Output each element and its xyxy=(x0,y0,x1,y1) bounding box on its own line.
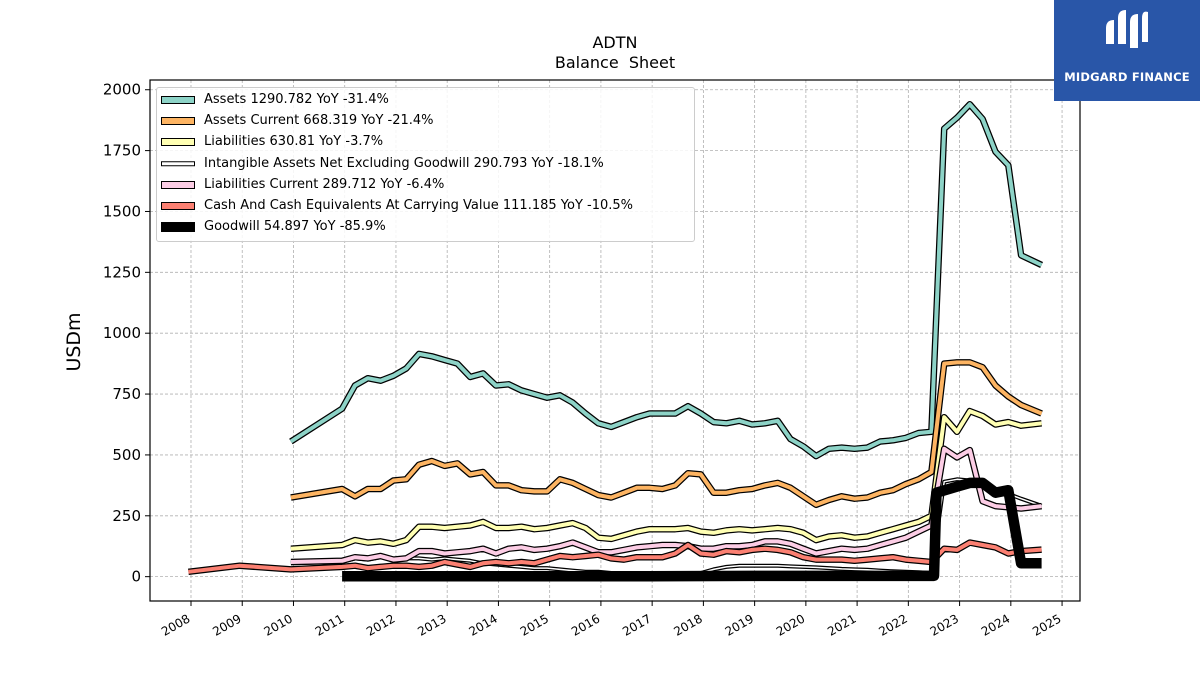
series-assets-current xyxy=(290,359,1043,509)
series-outline xyxy=(342,477,1042,582)
y-tick-label: 2000 xyxy=(103,81,141,99)
midgard-finance-logo: MIDGARD FINANCE xyxy=(1054,0,1200,101)
y-tick-label: 250 xyxy=(112,507,141,525)
x-tick-label: 2019 xyxy=(723,611,756,638)
logo-brand-text: MIDGARD FINANCE xyxy=(1064,70,1190,84)
legend-swatch xyxy=(161,138,195,147)
x-tick-label: 2008 xyxy=(159,611,192,638)
series-line xyxy=(188,540,1042,574)
y-tick-label: 1000 xyxy=(103,324,141,342)
x-tick-label: 2009 xyxy=(210,611,243,638)
x-tick-label: 2013 xyxy=(415,611,448,638)
x-tick-label: 2023 xyxy=(928,611,961,638)
midgard-logo-icon xyxy=(1106,10,1148,48)
y-tick-label: 1250 xyxy=(103,263,141,281)
legend-label: Assets 1290.782 YoY -31.4% xyxy=(204,92,389,107)
chart-subtitle: Balance Sheet xyxy=(555,53,675,72)
x-tick-label: 2015 xyxy=(518,611,551,638)
series-liabilities xyxy=(290,407,1042,552)
legend-item: Intangible Assets Net Excluding Goodwill… xyxy=(157,154,694,174)
legend-swatch xyxy=(161,160,195,167)
x-tick-label: 2012 xyxy=(364,611,397,638)
x-tick-label: 2025 xyxy=(1030,611,1063,638)
x-tick-label: 2014 xyxy=(466,611,499,638)
legend-item: Assets Current 668.319 YoY -21.4% xyxy=(157,111,694,131)
legend-item: Goodwill 54.897 YoY -85.9% xyxy=(157,217,694,237)
y-tick-label: 0 xyxy=(131,568,141,586)
legend-item: Liabilities Current 289.712 YoY -6.4% xyxy=(157,175,694,195)
series-line xyxy=(290,409,1042,551)
series-line xyxy=(289,102,1043,459)
y-axis-label: USDm xyxy=(63,312,85,371)
series-assets xyxy=(289,101,1043,460)
legend-label: Cash And Cash Equivalents At Carrying Va… xyxy=(204,198,633,213)
x-tick-label: 2022 xyxy=(876,611,909,638)
legend-item: Cash And Cash Equivalents At Carrying Va… xyxy=(157,196,694,216)
y-axis-ticks: 0 250 500 750 1000 1250 1500 1750 2000 xyxy=(103,81,150,586)
x-tick-label: 2018 xyxy=(671,611,704,638)
x-tick-label: 2010 xyxy=(262,611,295,638)
y-tick-label: 1500 xyxy=(103,202,141,220)
legend-swatch xyxy=(161,96,195,104)
x-tick-label: 2016 xyxy=(569,611,602,638)
legend-label: Goodwill 54.897 YoY -85.9% xyxy=(204,219,386,235)
legend-item: Liabilities 630.81 YoY -3.7% xyxy=(157,132,694,152)
x-tick-label: 2021 xyxy=(825,611,858,638)
legend-item: Assets 1290.782 YoY -31.4% xyxy=(157,90,694,110)
chart-title: ADTN xyxy=(592,33,637,52)
series-layer xyxy=(188,101,1043,582)
x-tick-label: 2020 xyxy=(774,611,807,638)
y-tick-label: 1750 xyxy=(103,142,141,160)
series-goodwill xyxy=(342,477,1042,582)
legend-label: Liabilities 630.81 YoY -3.7% xyxy=(204,134,384,150)
series-cash-and-cash-equivalents-at-carrying-value xyxy=(188,539,1042,576)
legend-swatch xyxy=(161,202,195,210)
legend-label: Liabilities Current 289.712 YoY -6.4% xyxy=(204,176,445,192)
y-tick-label: 750 xyxy=(112,385,141,403)
legend-label: Assets Current 668.319 YoY -21.4% xyxy=(204,113,434,129)
y-tick-label: 500 xyxy=(112,446,141,464)
series-line xyxy=(290,360,1043,507)
plot-frame xyxy=(149,79,1081,602)
legend-label: Intangible Assets Net Excluding Goodwill… xyxy=(204,155,604,171)
x-tick-label: 2024 xyxy=(979,611,1012,638)
x-tick-label: 2017 xyxy=(620,611,653,638)
x-tick-label: 2011 xyxy=(313,611,346,638)
legend-swatch xyxy=(161,117,195,126)
chart-legend: Assets 1290.782 YoY -31.4% Assets Current… xyxy=(156,87,695,242)
x-axis-ticks: 2008 2009 2010 2011 2012 2013 2014 2015 2016 2017… xyxy=(159,601,1064,639)
legend-swatch xyxy=(161,180,195,189)
legend-swatch xyxy=(161,222,195,233)
